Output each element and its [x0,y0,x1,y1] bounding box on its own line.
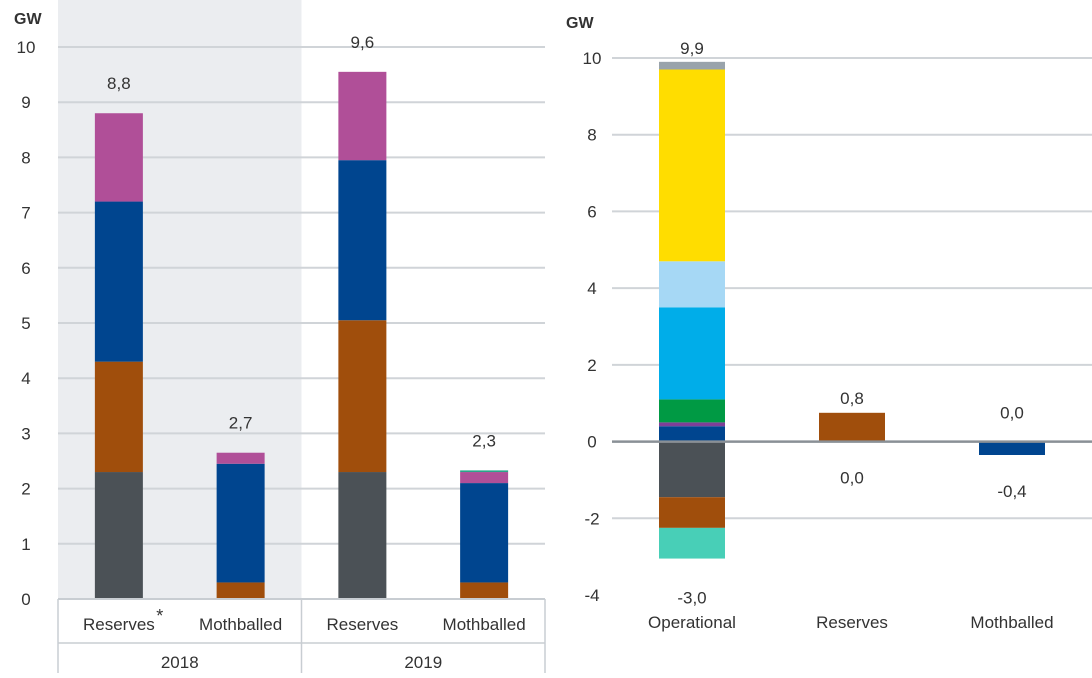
y-tick-label: 0 [21,590,30,609]
bar-segment [94,201,143,362]
y-tick-label: 5 [21,314,30,333]
x-group-label: 2018 [161,653,199,672]
bar-total-label: 2,7 [229,414,253,433]
y-tick-label: 8 [21,148,30,167]
y-tick-label: 2 [587,356,596,375]
bar-segment [659,426,725,442]
x-category-label: Mothballed [443,615,526,634]
bar-total-label-bottom: 0,0 [840,469,864,488]
y-tick-label: -4 [584,586,599,605]
bar-segment [94,361,143,473]
bar-segment [659,261,725,308]
bar-segment [659,497,725,528]
bar-segment [659,399,725,423]
bar-segment [819,412,885,442]
bar-total-label: 9,6 [351,33,375,52]
bar-total-label: 2,3 [472,431,496,450]
y-tick-label: 9 [21,93,30,112]
bar-segment [216,582,265,599]
bar-segment [659,422,725,427]
bar-segment [338,472,387,599]
y-tick-label: 7 [21,204,30,223]
bar-segment [659,441,725,498]
y-tick-label: 6 [21,259,30,278]
x-category-label: Reserves [83,615,155,634]
bar-total-label: 8,8 [107,74,131,93]
bar-segment [659,61,725,70]
y-tick-label: 10 [17,38,36,57]
bar-segment [338,71,387,161]
bar-segment [460,483,509,583]
right-chart: GW -4 -2 0 2 4 6 8 10 9,9 -3,0 0,8 0,0 0,0 -0,4 Operati… [566,15,1092,632]
y-tick-label: 4 [21,369,30,388]
bar-segment [460,582,509,599]
x-category-label: Mothballed [199,615,282,634]
bar-total-label-top: 0,8 [840,389,864,408]
x-group-label: 2019 [404,653,442,672]
bar-segment [216,463,265,583]
y-tick-label: 8 [587,126,596,145]
y-tick-label: 10 [583,49,602,68]
bar-segment [94,113,143,202]
footnote-marker: * [156,606,163,626]
x-category-label: Mothballed [970,613,1053,632]
bar-segment [979,441,1045,455]
bar-segment [659,69,725,262]
bar-segment [659,527,725,559]
y-tick-label: 3 [21,424,30,443]
bar-total-label-bottom: -0,4 [997,482,1026,501]
x-category-label: Operational [648,613,736,632]
y-axis-unit-label: GW [14,11,42,28]
bar-segment [338,160,387,321]
y-tick-label: 2 [21,480,30,499]
y-tick-label: -2 [584,509,599,528]
x-category-label: Reserves [326,615,398,634]
bar-segment [216,452,265,464]
x-category-label: Reserves [816,613,888,632]
bar-total-label-top: 9,9 [680,39,704,58]
bar-segment [460,470,509,473]
bar-segment [460,472,509,484]
y-tick-label: 4 [587,279,596,298]
bar-segment [94,472,143,599]
bar-total-label-bottom: -3,0 [677,589,706,608]
bar-segment [659,307,725,400]
bar-segment [338,320,387,473]
bar-total-label-top: 0,0 [1000,404,1024,423]
y-tick-label: 1 [21,535,30,554]
y-axis-unit-label: GW [566,15,594,32]
y-tick-label: 0 [587,433,596,452]
y-tick-label: 6 [587,202,596,221]
shaded-region-2018 [58,0,302,599]
